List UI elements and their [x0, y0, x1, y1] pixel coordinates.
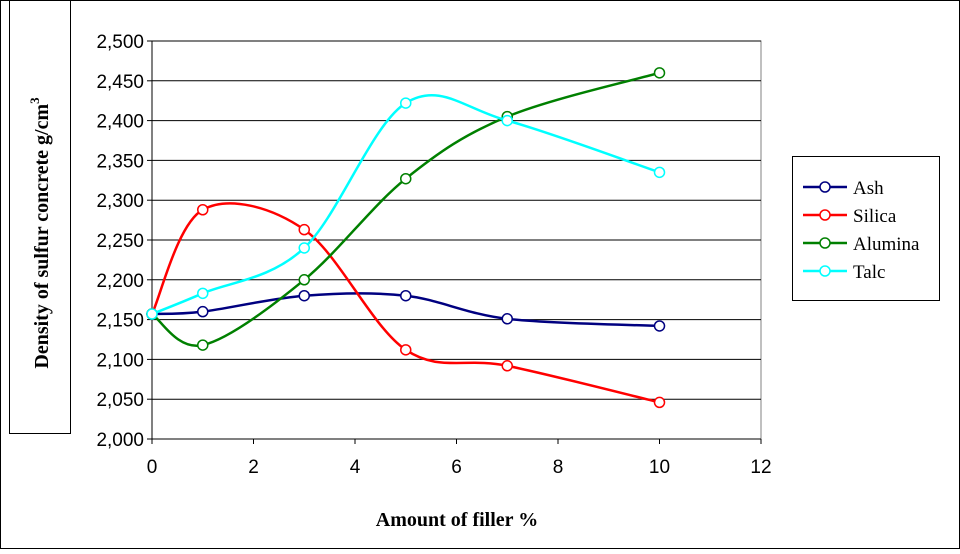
- y-tick-label: 2,050: [96, 390, 144, 411]
- data-point-alumina: [653, 67, 666, 79]
- y-axis-title-text: Density of sulfur concrete g/cm: [31, 104, 53, 369]
- data-point-silica: [298, 223, 310, 236]
- data-point-ash: [653, 320, 666, 332]
- data-point-silica: [501, 360, 513, 372]
- x-tick-label: 0: [147, 457, 158, 478]
- x-tick-label: 10: [649, 457, 670, 478]
- y-axis-title: Density of sulfur concrete g/cm3: [27, 97, 53, 369]
- y-axis-title-box: [9, 0, 71, 434]
- x-tick-label: 4: [350, 457, 361, 478]
- y-tick-label: 2,450: [96, 72, 144, 93]
- data-point-talc: [197, 287, 209, 300]
- x-tick-label: 2: [248, 457, 259, 478]
- series-lines: [146, 67, 666, 409]
- data-point-silica: [400, 344, 412, 356]
- y-tick-label: 2,300: [96, 191, 144, 212]
- data-point-ash: [400, 289, 412, 302]
- data-point-alumina: [197, 339, 209, 351]
- x-tick-label: 8: [553, 457, 564, 478]
- data-point-alumina: [400, 172, 412, 185]
- legend-label-talc: Talc: [853, 262, 885, 283]
- data-point-talc: [298, 242, 310, 254]
- gridlines: [152, 40, 761, 400]
- legend-label-ash: Ash: [853, 178, 884, 199]
- data-point-silica: [197, 204, 209, 216]
- series-line-silica: [150, 202, 660, 404]
- data-point-ash: [501, 313, 513, 325]
- y-tick-label: 2,100: [96, 350, 144, 371]
- x-tick-label: 6: [451, 457, 462, 478]
- y-tick-label: 2,350: [96, 151, 144, 172]
- legend-marker-alumina: [819, 237, 831, 249]
- data-point-ash: [197, 305, 209, 318]
- data-point-talc: [501, 114, 513, 127]
- legend-marker-silica: [819, 209, 831, 221]
- y-tick-label: 2,250: [96, 231, 144, 252]
- x-axis-title: Amount of filler %: [376, 509, 538, 531]
- legend: Ash Silica Alumina Talc: [803, 178, 920, 283]
- y-tick-label: 2,200: [96, 271, 144, 292]
- data-point-talc: [653, 166, 666, 179]
- data-point-alumina: [298, 274, 310, 286]
- legend-marker-talc: [819, 265, 831, 277]
- y-tick-label: 2,000: [96, 430, 144, 451]
- y-tick-label: 2,150: [96, 311, 144, 332]
- legend-label-alumina: Alumina: [853, 234, 920, 255]
- y-tick-label: 2,400: [96, 112, 144, 133]
- legend-box: [792, 156, 940, 301]
- data-point-ash: [298, 289, 310, 302]
- data-point-talc: [146, 308, 158, 320]
- x-tick-label: 12: [750, 457, 771, 478]
- data-point-talc: [400, 97, 412, 109]
- y-tick-label: 2,500: [96, 32, 144, 53]
- y-axis-title-superscript: 3: [27, 97, 42, 104]
- legend-marker-ash: [819, 181, 831, 193]
- axes: 2,000 2,050 2,100 2,150 2,200 2,250 2,300 2,350…: [96, 32, 771, 478]
- data-point-silica: [653, 396, 666, 409]
- legend-label-silica: Silica: [853, 206, 897, 227]
